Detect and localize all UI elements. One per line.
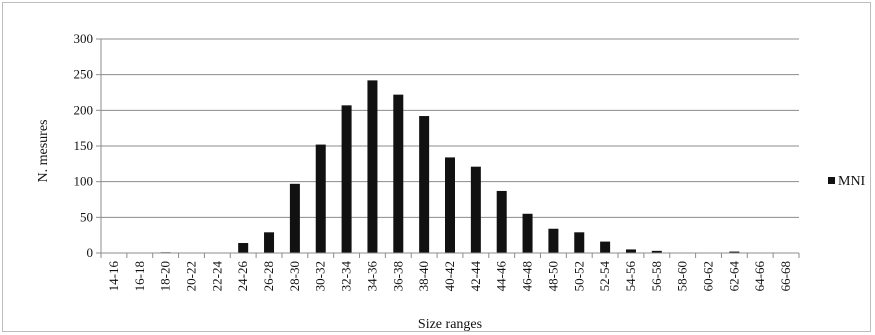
y-tick-label: 0 [87,245,94,260]
legend-label: MNI [838,174,866,189]
x-tick-label: 32-34 [339,261,354,292]
x-axis-title: Size ranges [418,317,482,332]
x-tick-label: 24-26 [235,261,250,292]
x-tick-label: 48-50 [545,261,560,291]
bar-28-30 [289,183,300,253]
chart-frame: 0 50 100 150 200 250 300 14-16 16-18 18-20 20-22 2… [2,2,871,332]
bars [160,80,740,253]
y-axis-title: N. mesures [36,120,51,183]
bar-38-40 [419,116,430,253]
x-tick-label: 34-36 [364,261,379,292]
x-tick-label: 62-64 [726,261,741,292]
y-tick-label: 200 [74,102,94,117]
x-tick-label: 56-58 [649,261,664,291]
bar-36-38 [393,94,404,253]
x-tick-label: 18-20 [158,261,173,291]
y-tick-labels: 0 50 100 150 200 250 300 [74,31,94,260]
bar-24-26 [238,243,249,253]
x-tick-label: 50-52 [571,261,586,291]
axes [96,38,800,258]
legend-swatch [828,177,835,184]
bar-40-42 [445,157,455,253]
x-tick-label: 36-38 [390,261,405,291]
x-tick-label: 30-32 [313,261,328,291]
y-tick-label: 300 [74,31,94,46]
x-tick-label: 22-24 [209,261,224,292]
y-tick-label: 100 [74,174,94,189]
bar-50-52 [574,232,585,253]
x-tick-label: 42-44 [468,261,483,292]
bar-48-50 [548,228,559,253]
x-tick-label: 46-48 [520,261,535,291]
x-tick-label: 14-16 [106,261,121,292]
y-tick-label: 150 [74,138,94,153]
bar-34-36 [367,80,378,253]
x-tick-label: 44-46 [494,261,509,292]
x-tick-label: 20-22 [183,261,198,291]
x-tick-labels: 14-16 16-18 18-20 20-22 22-24 24-26 26-28 28-30… [106,261,793,292]
bar-46-48 [522,213,533,253]
bar-54-56 [625,249,636,253]
bar-62-64 [729,251,740,253]
bar-52-54 [600,241,611,253]
y-tick-label: 50 [80,209,93,224]
bar-32-34 [341,105,352,253]
x-tick-label: 58-60 [675,261,690,291]
bar-chart: 0 50 100 150 200 250 300 14-16 16-18 18-20 20-22 2… [36,31,866,332]
x-tick-label: 60-62 [701,261,716,291]
bar-42-44 [470,166,481,253]
x-tick-label: 40-42 [442,261,457,291]
legend: MNI [828,174,866,189]
x-tick-label: 54-56 [623,261,638,292]
x-tick-label: 38-40 [416,261,431,291]
bar-30-32 [315,144,326,253]
x-tick-label: 16-18 [132,261,147,291]
gridlines [101,38,799,218]
bar-44-46 [496,190,507,253]
y-tick-label: 250 [74,67,94,82]
x-tick-label: 52-54 [597,261,612,292]
x-tick-label: 28-30 [287,261,302,291]
x-tick-label: 64-66 [752,261,767,292]
x-tick-label: 66-68 [778,261,793,291]
bar-56-58 [651,250,662,253]
x-tick-label: 26-28 [261,261,276,291]
bar-26-28 [264,232,275,253]
